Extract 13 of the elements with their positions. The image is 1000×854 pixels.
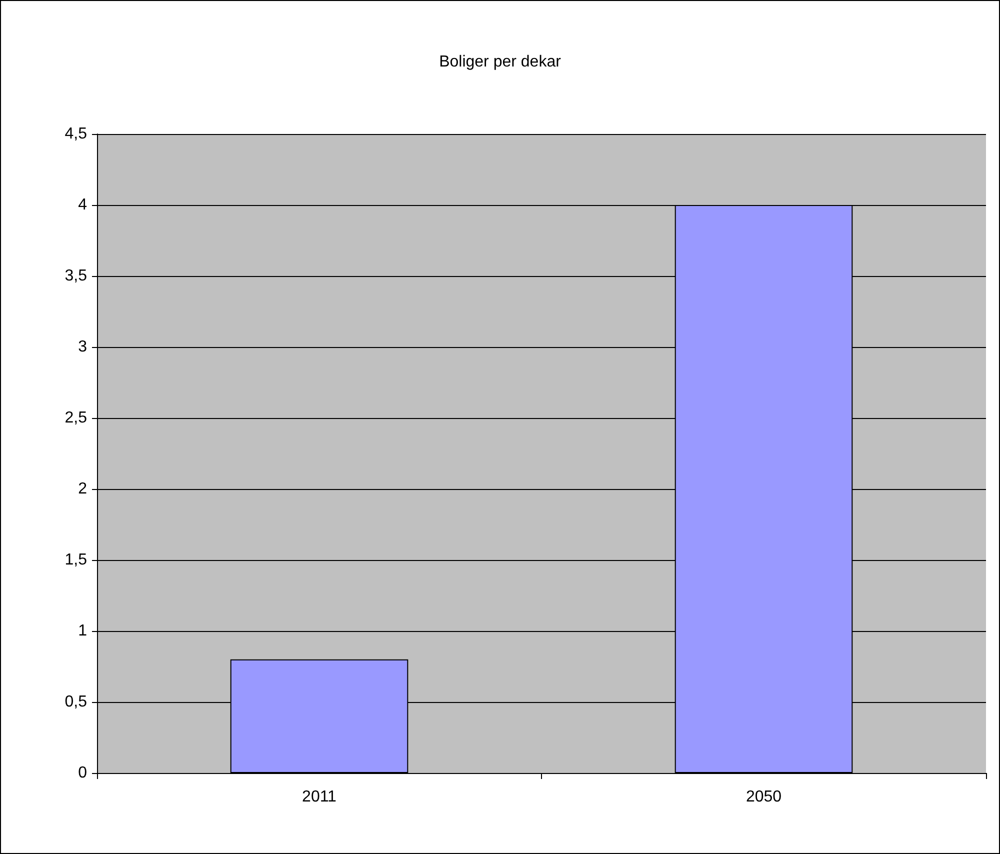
- y-tick-label: 1: [78, 622, 88, 640]
- x-tick-label: 2011: [302, 788, 337, 806]
- y-tick-label: 2: [78, 480, 88, 498]
- y-tick-label: 3: [78, 338, 88, 356]
- y-tick-label: 4,5: [64, 126, 88, 142]
- chart-title: Boliger per dekar: [439, 54, 562, 70]
- y-tick-label: 2,5: [64, 410, 88, 426]
- y-tick-label: 3,5: [64, 268, 88, 284]
- y-tick-label: 1,5: [64, 552, 88, 568]
- x-tick-label: 2050: [746, 788, 782, 806]
- y-tick-label: 4: [78, 196, 88, 214]
- y-tick-label: 0: [78, 764, 88, 782]
- y-tick-label: 0,5: [64, 694, 88, 710]
